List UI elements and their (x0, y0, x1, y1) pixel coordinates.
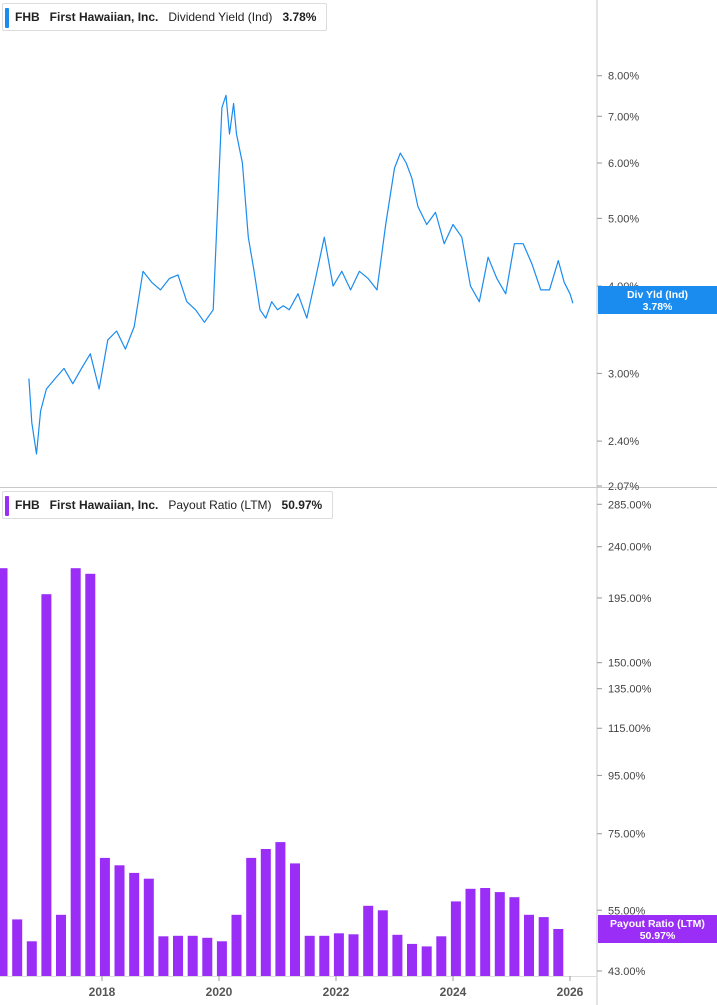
payout-badge-label: Payout Ratio (LTM) (610, 918, 705, 930)
yield-legend[interactable]: FHB First Hawaiian, Inc. Dividend Yield … (2, 3, 328, 31)
payout-bar (524, 914, 534, 976)
yield-y-tick-label: 7.00% (608, 111, 639, 123)
yield-current-badge: Div Yld (Ind) 3.78% (598, 286, 717, 314)
payout-bar (56, 914, 66, 976)
payout-bar (12, 919, 23, 976)
payout-y-tick-label: 115.00% (608, 723, 651, 735)
payout-bar (348, 934, 359, 976)
payout-bar (290, 863, 300, 976)
payout-bar (0, 568, 8, 976)
payout-y-tick-label: 150.00% (608, 658, 652, 670)
x-tick-label: 2020 (206, 985, 233, 999)
payout-bar (260, 849, 271, 976)
payout-bar (143, 878, 154, 976)
payout-bar (553, 929, 564, 976)
payout-bar (246, 857, 257, 976)
payout-bar (304, 935, 315, 976)
payout-bar (377, 910, 388, 976)
payout-legend-ticker: FHB (15, 498, 40, 512)
payout-bar (421, 946, 432, 976)
yield-line (28, 94, 574, 455)
payout-bar (465, 888, 476, 976)
payout-bar (333, 933, 344, 976)
payout-y-tick-label: 240.00% (608, 542, 652, 554)
series-layer (0, 94, 574, 976)
yield-badge-label: Div Yld (Ind) (626, 289, 689, 301)
payout-current-badge: Payout Ratio (LTM) 50.97% (598, 915, 717, 943)
payout-bar (231, 914, 242, 976)
payout-bar (407, 943, 417, 976)
payout-legend[interactable]: FHB First Hawaiian, Inc. Payout Ratio (L… (2, 491, 334, 519)
payout-bar (450, 901, 461, 976)
yield-y-tick-label: 6.00% (608, 158, 639, 170)
payout-bar (114, 865, 125, 976)
payout-bar (26, 941, 37, 976)
yield-legend-company: First Hawaiian, Inc. (49, 10, 159, 24)
payout-bar (392, 934, 403, 976)
payout-bar (158, 936, 169, 976)
x-tick-label: 2024 (440, 985, 467, 999)
payout-y-tick-label: 75.00% (608, 829, 646, 841)
payout-bar (319, 935, 330, 976)
payout-legend-swatch (5, 496, 9, 516)
payout-bar (187, 935, 198, 976)
payout-bar (509, 897, 520, 976)
payout-bar (173, 935, 183, 976)
payout-y-tick-label: 285.00% (608, 499, 652, 511)
payout-bar (202, 937, 213, 976)
payout-bar (216, 941, 227, 976)
payout-bar (70, 568, 81, 976)
x-tick-label: 2026 (557, 985, 584, 999)
payout-bar (275, 842, 286, 976)
yield-y-tick-label: 8.00% (608, 71, 639, 83)
yield-legend-value: 3.78% (282, 10, 317, 24)
payout-badge-value: 50.97% (639, 930, 676, 942)
payout-y-tick-label: 95.00% (608, 770, 646, 782)
x-tick-label: 2018 (89, 985, 116, 999)
payout-bar (538, 917, 549, 976)
yield-y-tick-label: 2.07% (608, 481, 639, 493)
yield-y-tick-label: 2.40% (608, 436, 639, 448)
payout-bar (480, 888, 491, 976)
payout-y-tick-label: 55.00% (608, 905, 646, 917)
payout-legend-value: 50.97% (281, 498, 323, 512)
payout-y-tick-label: 135.00% (608, 684, 652, 696)
yield-legend-swatch (5, 8, 9, 28)
yield-badge-value: 3.78% (642, 301, 673, 313)
payout-y-tick-label: 43.00% (608, 966, 646, 978)
payout-bar (129, 872, 140, 976)
x-tick-label: 2022 (323, 985, 350, 999)
payout-bar (436, 936, 447, 976)
payout-legend-metric: Payout Ratio (LTM) (168, 498, 272, 512)
yield-legend-metric: Dividend Yield (Ind) (168, 10, 273, 24)
payout-y-tick-label: 195.00% (608, 593, 652, 605)
payout-bar (41, 594, 52, 976)
yield-y-tick-label: 5.00% (608, 213, 639, 225)
yield-legend-ticker: FHB (15, 10, 40, 24)
payout-bar (494, 892, 505, 976)
payout-bar (363, 905, 374, 976)
yield-y-tick-label: 3.00% (608, 368, 639, 380)
payout-bar (85, 573, 96, 976)
payout-legend-company: First Hawaiian, Inc. (49, 498, 159, 512)
payout-bar (99, 857, 110, 976)
